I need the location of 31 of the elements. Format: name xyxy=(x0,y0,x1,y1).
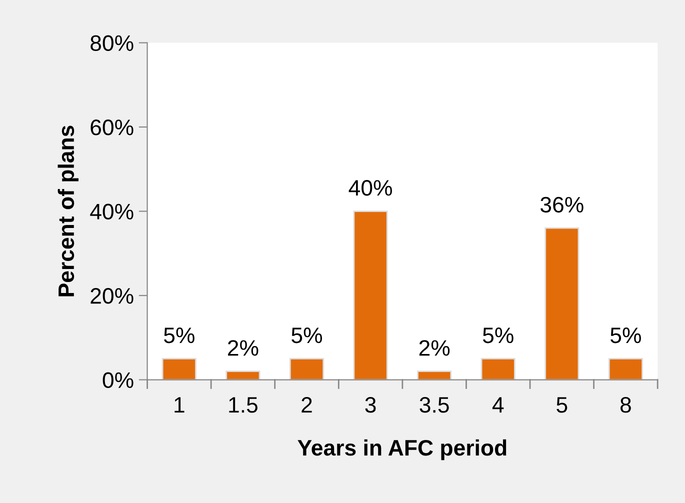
bar xyxy=(608,358,643,380)
x-tick-label: 3 xyxy=(365,397,376,413)
x-tick-label: 1 xyxy=(174,397,184,413)
bar xyxy=(289,358,324,380)
bar xyxy=(544,227,580,380)
bar xyxy=(353,210,388,380)
y-tick-label: 60% xyxy=(90,120,134,136)
data-label: 2% xyxy=(228,340,258,356)
y-axis-title: Percent of plans xyxy=(58,126,78,296)
bar xyxy=(480,358,516,380)
y-tick-label: 40% xyxy=(90,204,134,220)
data-label: 40% xyxy=(348,180,392,196)
x-axis-title: Years in AFC period xyxy=(298,439,506,460)
bar xyxy=(162,358,196,380)
data-label: 2% xyxy=(419,340,450,356)
y-tick-label: 20% xyxy=(90,288,134,304)
x-tick-label: 1.5 xyxy=(229,397,258,413)
x-tick-label: 2 xyxy=(302,397,312,413)
y-tick-label: 80% xyxy=(90,35,134,52)
bar xyxy=(226,370,260,380)
data-label: 5% xyxy=(610,328,641,344)
data-label: 36% xyxy=(540,196,584,213)
data-label: 5% xyxy=(482,328,514,344)
x-tick-label: 4 xyxy=(492,397,504,413)
x-tick-label: 5 xyxy=(556,397,568,413)
y-tick-label: 0% xyxy=(102,372,134,388)
bar xyxy=(417,370,452,380)
x-tick-label: 8 xyxy=(620,397,631,413)
data-label: 5% xyxy=(164,328,194,344)
data-label: 5% xyxy=(292,328,322,344)
x-tick-label: 3.5 xyxy=(420,397,449,413)
